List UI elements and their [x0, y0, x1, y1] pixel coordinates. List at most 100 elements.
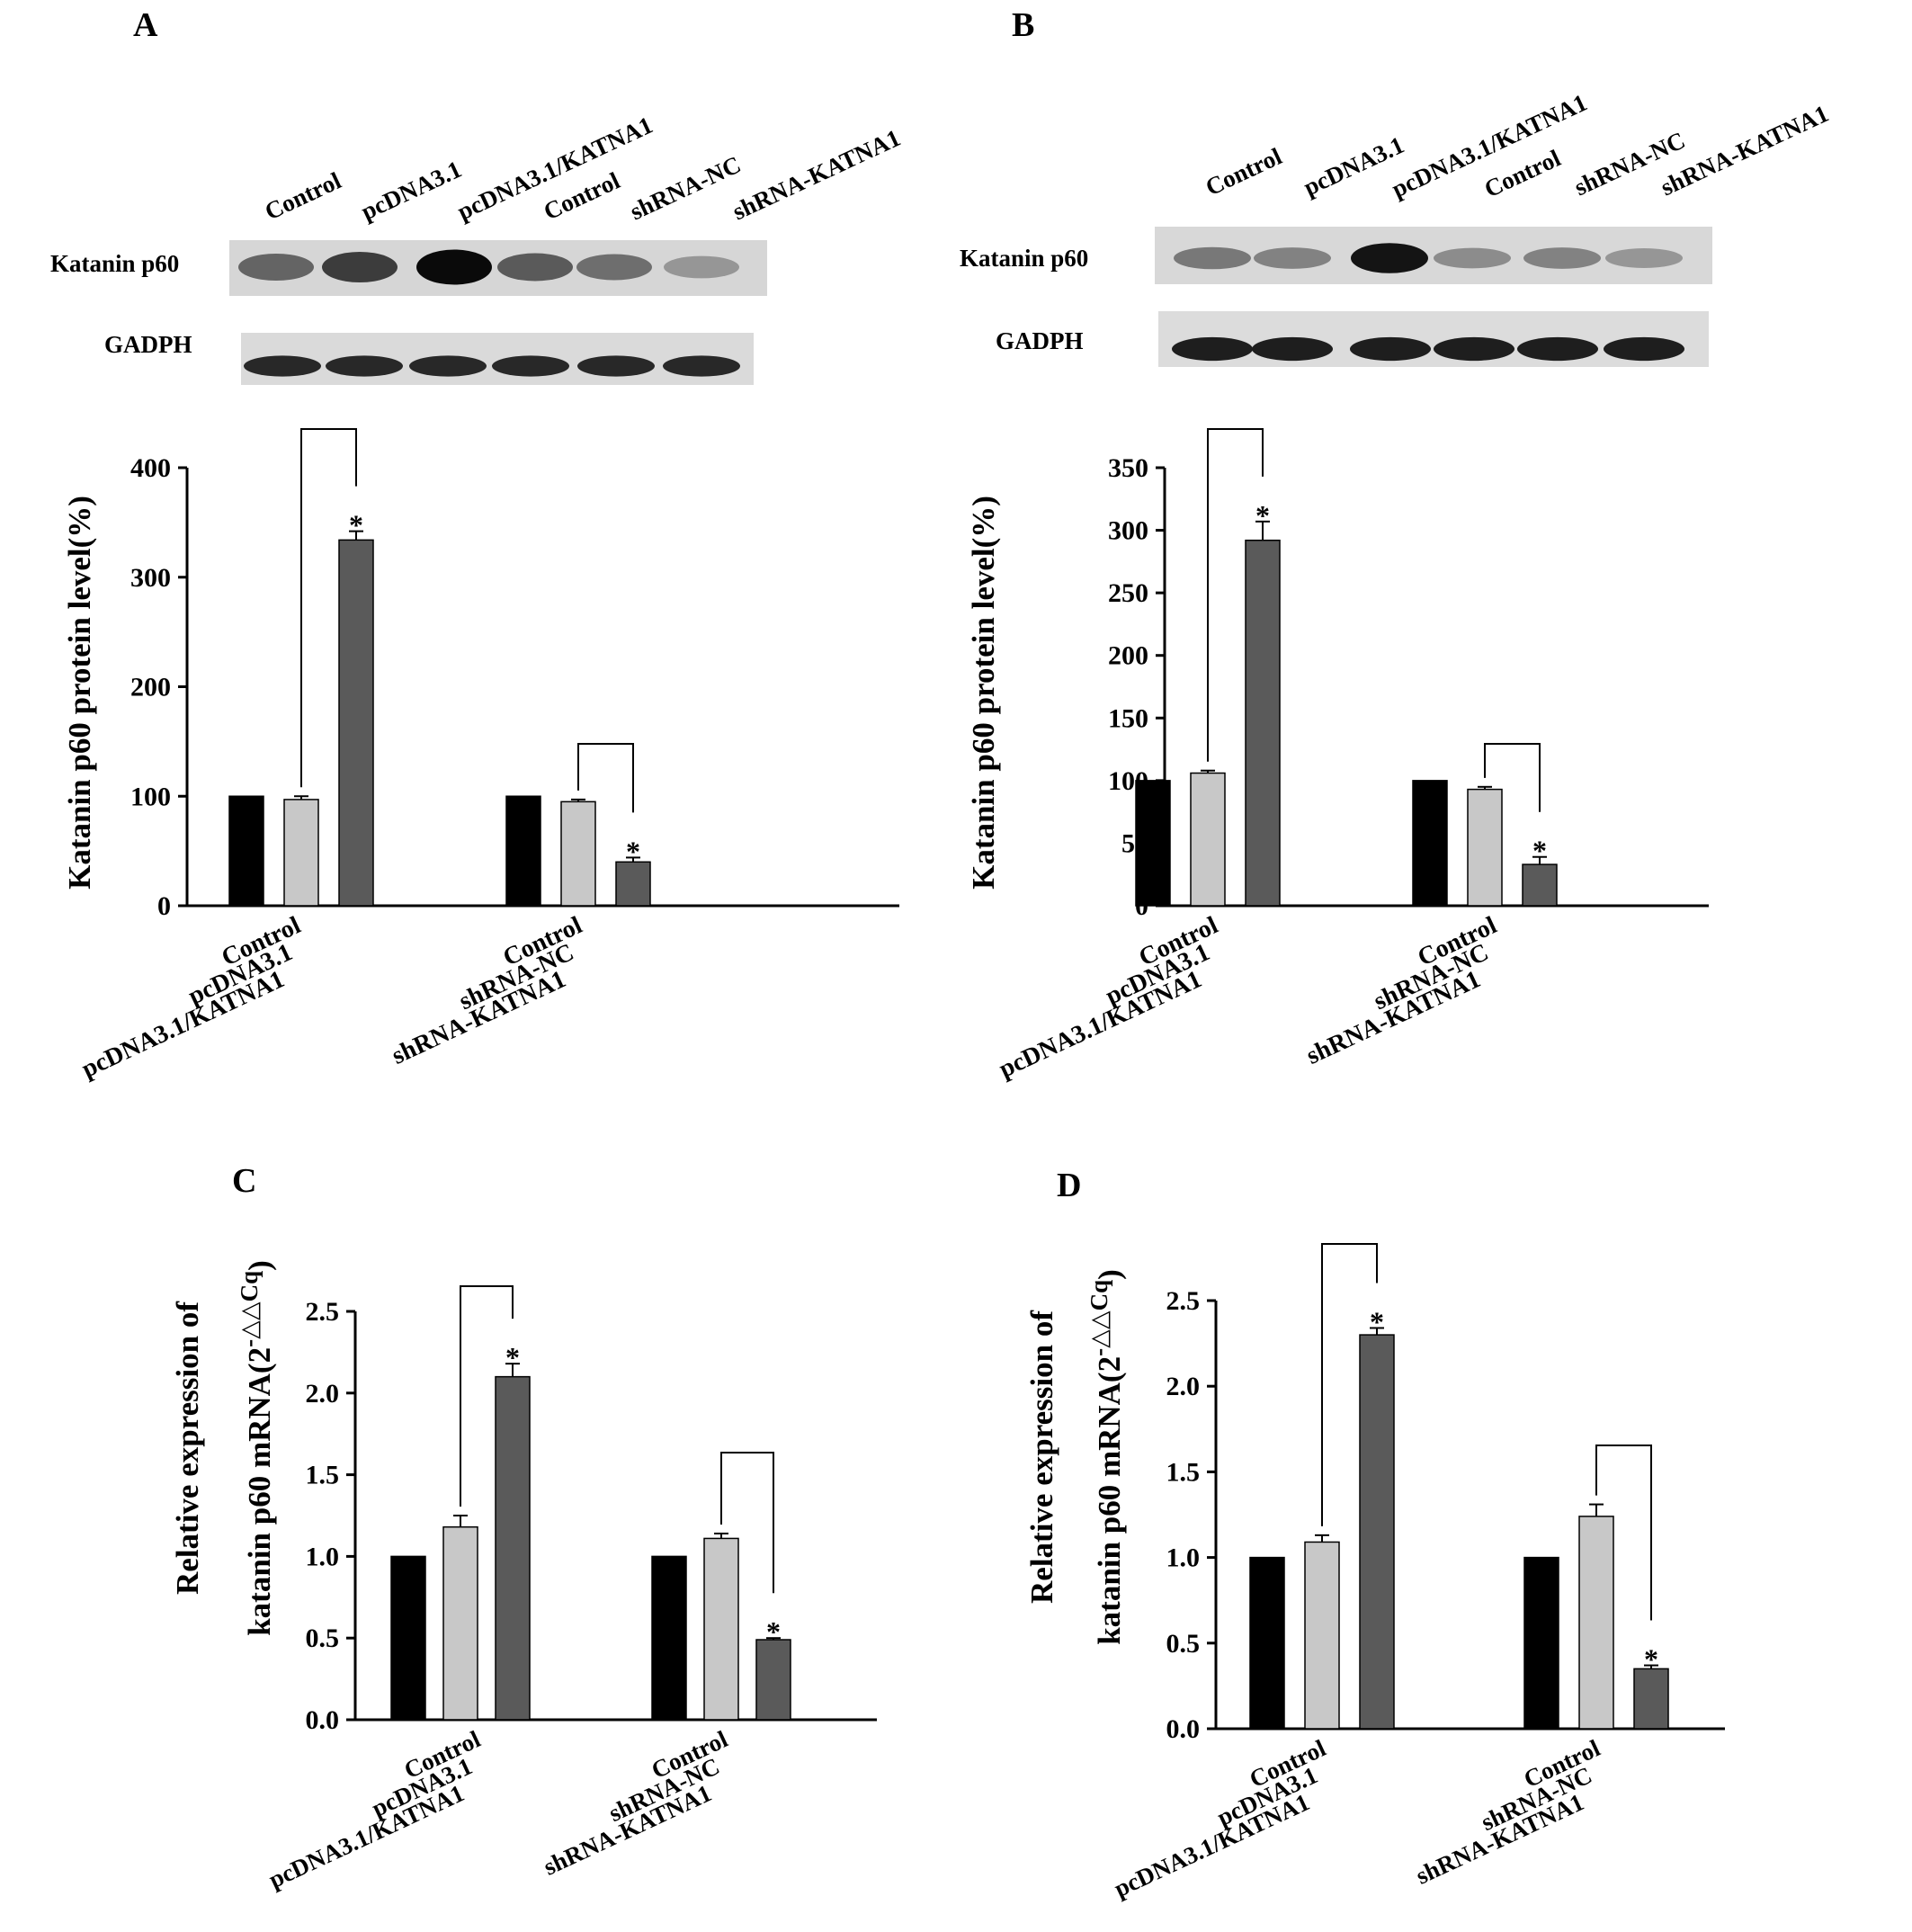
significance-bracket: [1484, 743, 1541, 812]
y-tick-label: 1.0: [1166, 1543, 1201, 1573]
blot-band: [576, 254, 652, 281]
significance-bracket: [720, 1452, 774, 1594]
y-tick-label: 2.5: [306, 1297, 340, 1327]
chart-a: 0100200300400*ControlpcDNA3.1pcDNA3.1/KA…: [62, 428, 899, 1084]
blot-band: [416, 249, 492, 285]
bar: [228, 795, 264, 907]
blot-band: [409, 355, 487, 377]
significance-bracket: [1595, 1445, 1652, 1621]
bar: [1245, 539, 1281, 907]
x-category-label: pcDNA3.1/KATNA1: [77, 965, 289, 1083]
significance-asterisk: *: [349, 509, 363, 541]
blot-band: [1174, 246, 1251, 270]
blot-band: [244, 355, 321, 377]
blot-band: [1517, 336, 1598, 362]
blot-b-row-label-katanin: Katanin p60: [960, 245, 1088, 272]
blot-a-lane-label: shRNA-NC: [626, 150, 745, 225]
bar: [1190, 772, 1226, 907]
y-tick-label: 200: [130, 673, 171, 702]
y-tick-label: 400: [130, 453, 171, 483]
significance-asterisk: *: [766, 1615, 781, 1648]
x-category-label: pcDNA3.1/KATNA1: [264, 1779, 468, 1893]
x-category-label: pcDNA3.1/KATNA1: [995, 965, 1206, 1083]
blot-band: [322, 252, 398, 282]
y-tick-label: 0.5: [1166, 1629, 1201, 1659]
y-tick-label: 250: [1108, 578, 1148, 608]
significance-bracket: [1321, 1243, 1378, 1526]
blot-a-row-label-katanin: Katanin p60: [50, 250, 179, 277]
chart-b-plot: 050100150200250300350*ControlpcDNA3.1pcD…: [995, 428, 1709, 1084]
blot-a-lane-labels: Control pcDNA3.1 pcDNA3.1/KATNA1 Control…: [261, 112, 905, 226]
chart-c-plot: 0.00.51.01.52.02.5*ControlpcDNA3.1pcDNA3…: [264, 1285, 877, 1893]
blot-band: [1252, 336, 1333, 362]
western-blot-b: Control pcDNA3.1 pcDNA3.1/KATNA1 Control…: [960, 89, 1833, 367]
blot-band: [1523, 247, 1601, 269]
panel-letter-c: C: [232, 1162, 256, 1200]
bar: [703, 1537, 739, 1721]
y-tick-label: 1.5: [1166, 1457, 1201, 1487]
blot-a-katanin-bands: [238, 249, 739, 285]
blot-b-row-label-gadph: GADPH: [996, 327, 1084, 354]
panel-letter-b: B: [1012, 6, 1034, 44]
significance-asterisk: *: [1255, 499, 1270, 532]
blot-band: [1604, 336, 1684, 362]
bar: [1578, 1516, 1614, 1730]
blot-b-lane-label: pcDNA3.1: [1300, 131, 1408, 201]
y-tick-label: 0.0: [1166, 1714, 1201, 1744]
chart-d-ylabel-line2: katanin p60 mRNA(2-△△Cq): [1086, 1269, 1127, 1645]
significance-asterisk: *: [505, 1341, 520, 1373]
y-tick-label: 0.0: [306, 1705, 340, 1735]
bar: [755, 1639, 791, 1721]
blot-b-katanin-bands: [1174, 243, 1683, 273]
significance-bracket: [300, 428, 357, 788]
significance-asterisk: *: [1644, 1643, 1658, 1676]
chart-b: 050100150200250300350*ControlpcDNA3.1pcD…: [966, 428, 1709, 1084]
significance-asterisk: *: [626, 835, 640, 867]
y-tick-label: 2.5: [1166, 1286, 1201, 1316]
y-tick-label: 350: [1108, 453, 1148, 483]
significance-bracket: [1207, 428, 1264, 762]
blot-a-gadph-bands: [244, 355, 740, 377]
blot-band: [492, 355, 569, 377]
blot-band: [1172, 336, 1253, 362]
bar: [560, 801, 596, 907]
bar: [1249, 1556, 1285, 1730]
blot-band: [664, 255, 739, 279]
chart-c-ylabel-superscript: -△△Cq: [236, 1271, 263, 1347]
chart-d-ylabel-close: ): [1092, 1269, 1127, 1280]
blot-band: [1434, 247, 1511, 269]
chart-d-plot: 0.00.51.01.52.02.5*ControlpcDNA3.1pcDNA3…: [1110, 1243, 1725, 1902]
y-tick-label: 0: [157, 891, 171, 921]
blot-a-lane-label: pcDNA3.1: [357, 156, 466, 226]
blot-a-lane-label: shRNA-KATNA1: [728, 124, 905, 226]
bar: [1633, 1668, 1669, 1730]
bar: [1523, 1556, 1559, 1730]
chart-d-ylabel-superscript: -△△Cq: [1086, 1280, 1112, 1356]
blot-band: [238, 254, 314, 281]
chart-c-ylabel-close: ): [242, 1260, 277, 1271]
bar: [651, 1555, 687, 1721]
blot-band: [497, 253, 573, 282]
panel-letter-a: A: [133, 6, 158, 44]
blot-a-row-label-gadph: GADPH: [104, 331, 192, 358]
significance-bracket: [460, 1285, 514, 1507]
y-tick-label: 100: [130, 782, 171, 811]
significance-bracket: [577, 743, 634, 813]
chart-c-ylabel-line2: katanin p60 mRNA(2-△△Cq): [236, 1260, 277, 1636]
y-tick-label: 1.5: [306, 1461, 340, 1490]
blot-a-lane-label: Control: [261, 166, 345, 225]
bar: [1135, 780, 1171, 907]
blot-a-gadph-strip: [241, 333, 754, 385]
chart-b-ylabel: Katanin p60 protein level(%): [966, 496, 1001, 890]
chart-c: 0.00.51.01.52.02.5*ControlpcDNA3.1pcDNA3…: [170, 1260, 877, 1893]
bar: [390, 1555, 426, 1721]
blot-band: [1350, 336, 1431, 362]
chart-c-ylabel-line1: Relative expression of: [170, 1301, 205, 1595]
y-tick-label: 2.0: [1166, 1372, 1201, 1401]
blot-band: [1605, 248, 1683, 268]
bar: [615, 861, 651, 907]
y-tick-label: 150: [1108, 703, 1148, 733]
blot-b-lane-labels: Control pcDNA3.1 pcDNA3.1/KATNA1 Control…: [1202, 89, 1833, 203]
chart-c-ylabel-main: katanin p60 mRNA(2: [242, 1347, 277, 1636]
